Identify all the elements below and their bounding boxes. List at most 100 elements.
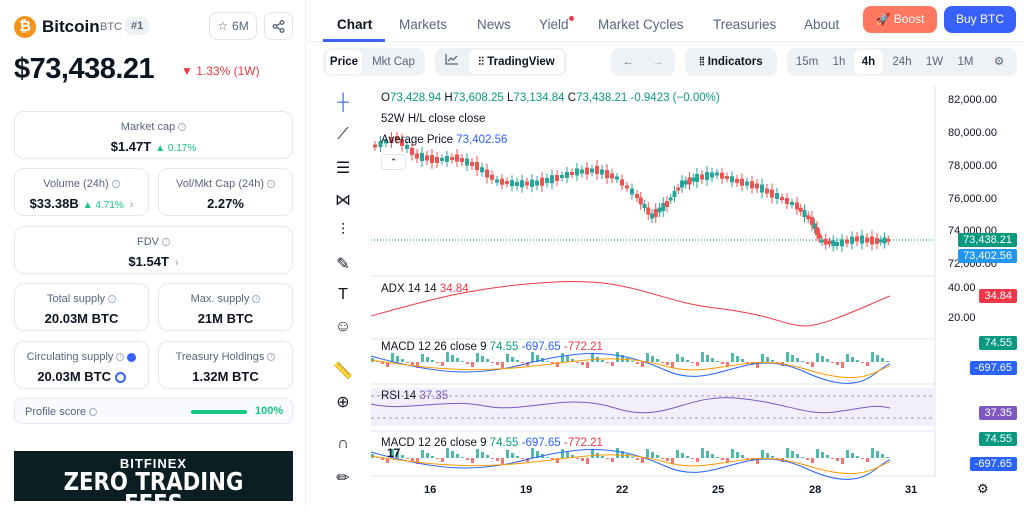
info-icon[interactable]: i: [178, 123, 187, 132]
y-tick-76000: 76,000.00: [948, 193, 997, 205]
settings-button[interactable]: ⚙: [984, 50, 1014, 74]
nav-arrows: ← →: [611, 48, 675, 76]
trendline-icon[interactable]: ⟋: [337, 126, 349, 143]
hl-legend: 52W H/L close close: [381, 113, 486, 125]
info-icon[interactable]: i: [267, 180, 276, 189]
watchlist-button[interactable]: ☆ 6M: [209, 12, 257, 40]
fdv-value: $1.54T ›: [128, 254, 179, 269]
boost-button[interactable]: 🚀 Boost: [863, 6, 937, 33]
yield-notification-dot: [569, 16, 574, 21]
ad-banner[interactable]: BITFINEX ZERO TRADING FEES: [14, 451, 293, 516]
tab-market-cycles[interactable]: Market Cycles: [598, 17, 684, 32]
last-price-tag: 73,438.21: [958, 233, 1017, 247]
coin-name: Bitcoin: [42, 17, 100, 36]
fib-lines-icon[interactable]: ☰: [335, 160, 351, 177]
zoom-in-icon[interactable]: ⊕: [336, 394, 350, 411]
tab-treasuries[interactable]: Treasuries: [713, 17, 777, 32]
indicators-button[interactable]: ⦙⦙ Indicators: [685, 48, 777, 76]
line-chart-button[interactable]: [438, 50, 466, 74]
ruler-icon[interactable]: 📏: [333, 363, 353, 380]
treasury-label: Treasury Holdings i: [159, 351, 292, 363]
line-chart-icon: [445, 54, 458, 65]
magnet-icon[interactable]: ∩: [337, 435, 349, 452]
circ-supply-label: Circulating supply i: [15, 351, 148, 363]
macd-tag: 74.55: [979, 336, 1017, 350]
avg-price-legend: Average Price 73,402.56: [381, 134, 508, 146]
max-supply-value: 21M BTC: [197, 311, 254, 326]
adx-legend: ADX 14 14 34.84: [381, 283, 469, 295]
tradingview-chart[interactable]: O73,428.94 H73,608.25 L73,134.84 C73,438…: [365, 86, 1024, 511]
interval-15m[interactable]: 15m: [795, 56, 819, 68]
tab-about[interactable]: About: [804, 17, 840, 32]
info-icon[interactable]: i: [267, 353, 276, 362]
volume-value: $33.38B ▲ 4.71% ›: [29, 196, 134, 211]
macd-signal-tag-2: -697.65: [969, 457, 1017, 471]
collapse-legend-button[interactable]: ⌃: [381, 154, 406, 170]
tab-yield[interactable]: Yield: [539, 17, 569, 32]
tradingview-button[interactable]: ⫶⫶ TradingView: [469, 50, 564, 74]
info-icon[interactable]: i: [162, 238, 170, 247]
indicators-icon: ⦙⦙: [699, 56, 705, 68]
market-cap-value: $1.47T ▲ 0.17%: [110, 139, 197, 154]
interval-4h[interactable]: 4h: [854, 50, 883, 74]
price-toggle[interactable]: Price: [326, 50, 362, 74]
tab-bar: Chart Markets News Yield Market Cycles T…: [307, 0, 1024, 42]
chevron-right-icon: ›: [174, 257, 179, 269]
interval-1m[interactable]: 1M: [957, 56, 974, 68]
pattern-icon[interactable]: ⋈: [335, 192, 351, 209]
chart-settings-icon[interactable]: ⚙: [977, 481, 989, 496]
info-icon[interactable]: i: [89, 408, 98, 417]
rank-badge: #1: [125, 17, 150, 35]
arrow-left-icon: ←: [622, 56, 634, 68]
macd-legend: MACD 12 26 close 9 74.55 -697.65 -772.21: [381, 341, 603, 353]
market-cap-card: Market cap i $1.47T ▲ 0.17%: [14, 111, 293, 159]
total-supply-card: Total supply i 20.03M BTC: [14, 283, 149, 331]
x-tick-19: 19: [520, 484, 533, 496]
tab-markets[interactable]: Markets: [399, 17, 448, 32]
y-tick-80000: 80,000.00: [948, 127, 997, 139]
volume-card[interactable]: Volume (24h) i $33.38B ▲ 4.71% ›: [14, 168, 149, 216]
interval-1w[interactable]: 1W: [925, 56, 944, 68]
circ-supply-value: 20.03M BTC: [15, 369, 148, 384]
brush-icon[interactable]: ✎: [336, 256, 350, 273]
x-tick-31: 31: [905, 484, 918, 496]
vol-mkt-value: 2.27%: [207, 196, 244, 211]
coin-symbol: BTC: [100, 21, 122, 33]
info-icon[interactable]: i: [116, 353, 125, 362]
tab-chart[interactable]: Chart: [337, 17, 373, 32]
macd-signal-tag: -697.65: [969, 361, 1017, 375]
profile-score-bar: [191, 410, 247, 414]
mktcap-toggle[interactable]: Mkt Cap: [372, 56, 415, 68]
price-value: $73,438.21: [14, 53, 155, 85]
max-supply-label: Max. supply i: [159, 293, 292, 305]
crosshair-icon[interactable]: ┼: [337, 94, 349, 111]
adx-tag: 34.84: [979, 289, 1017, 303]
chart-canvas[interactable]: [365, 86, 1024, 511]
arrow-right-button[interactable]: →: [644, 50, 672, 74]
text-icon[interactable]: T: [338, 286, 348, 303]
interval-1h[interactable]: 1h: [832, 56, 846, 68]
candles-icon: ⫶⫶: [478, 56, 484, 68]
ohlc-legend: O73,428.94 H73,608.25 L73,134.84 C73,438…: [381, 92, 720, 104]
arrow-left-button[interactable]: ←: [614, 50, 642, 74]
treasury-value: 1.32M BTC: [192, 369, 259, 384]
vol-mkt-label: Vol/Mkt Cap (24h) i: [159, 178, 292, 190]
fdv-card[interactable]: FDV i $1.54T ›: [14, 226, 293, 274]
info-icon[interactable]: i: [111, 180, 120, 189]
verified-icon: [127, 352, 137, 362]
market-cap-label: Market cap i: [15, 121, 292, 133]
x-tick-22: 22: [616, 484, 629, 496]
tab-news[interactable]: News: [477, 17, 511, 32]
share-button[interactable]: [264, 12, 293, 40]
info-icon[interactable]: i: [252, 295, 261, 304]
emoji-icon[interactable]: ☺: [334, 318, 352, 335]
projection-icon[interactable]: ⫶: [340, 222, 345, 239]
buy-button[interactable]: Buy BTC: [944, 6, 1016, 33]
sliders-icon: ⚙: [993, 56, 1005, 68]
profile-score-value: 100%: [255, 405, 284, 417]
lock-pencil-icon[interactable]: ✏: [336, 470, 350, 487]
active-tab-indicator: [323, 39, 385, 42]
info-icon[interactable]: i: [108, 295, 117, 304]
profile-score: Profile score i 100%: [14, 398, 293, 424]
interval-24h[interactable]: 24h: [892, 56, 912, 68]
